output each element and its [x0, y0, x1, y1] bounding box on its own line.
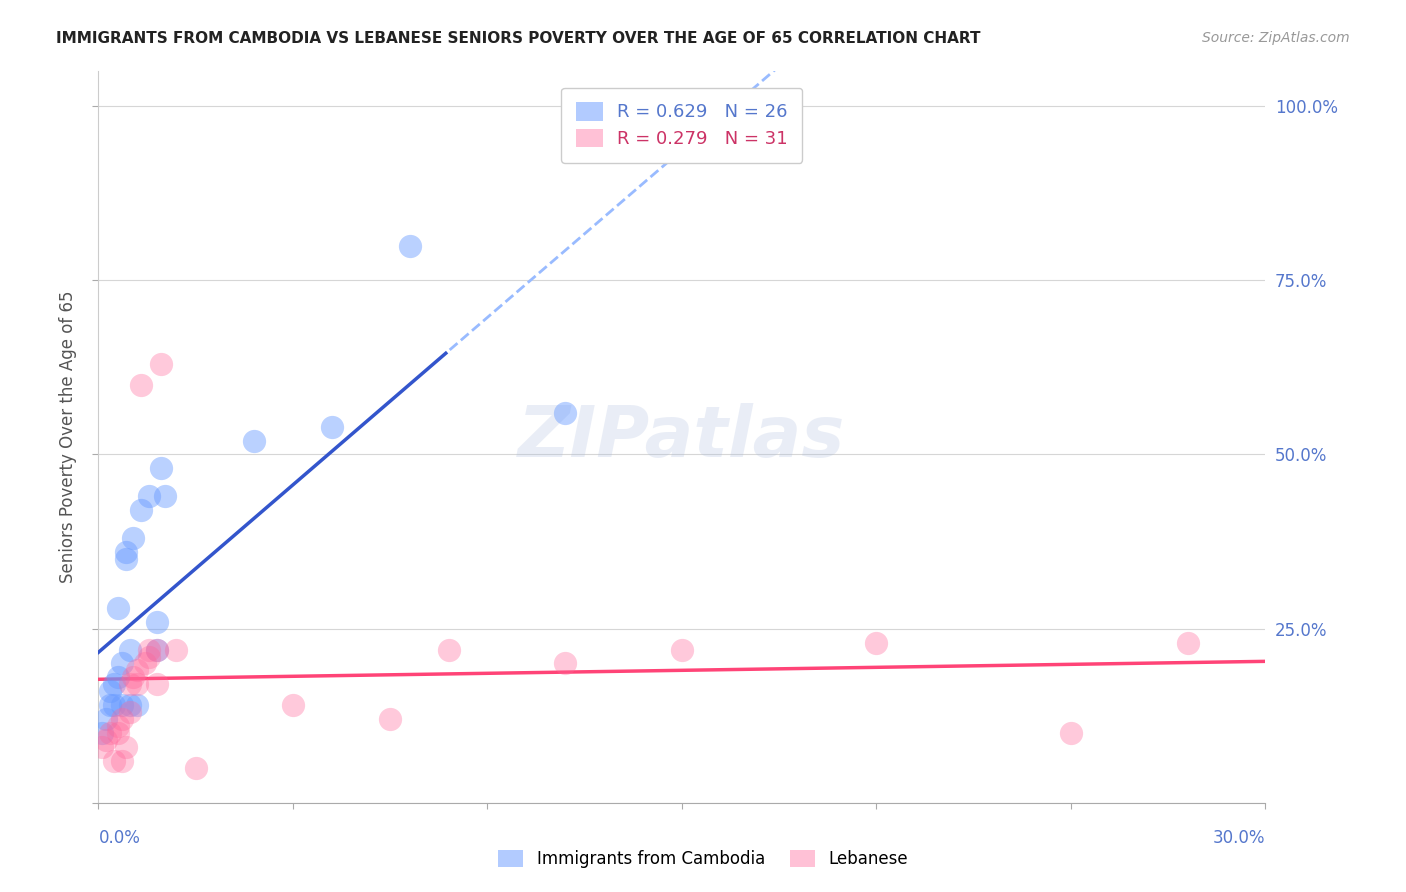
Point [398, 238, 420, 252]
Legend: R = 0.629   N = 26, R = 0.279   N = 31: R = 0.629 N = 26, R = 0.279 N = 31 [561, 87, 803, 162]
Point [118, 677, 141, 691]
Point [107, 600, 129, 615]
Point [98, 684, 121, 698]
Point [129, 377, 152, 392]
Point [671, 642, 693, 657]
Point [111, 698, 134, 713]
Point [107, 726, 129, 740]
Point [129, 503, 152, 517]
Point [118, 642, 141, 657]
Point [122, 670, 145, 684]
Point [98, 698, 121, 713]
Point [127, 698, 149, 713]
Point [103, 698, 125, 713]
Point [91, 726, 114, 740]
Point [138, 642, 160, 657]
Point [138, 649, 160, 664]
Point [281, 698, 304, 713]
Point [91, 740, 114, 755]
Point [146, 677, 169, 691]
Point [149, 461, 172, 475]
Point [111, 657, 134, 671]
Point [146, 642, 169, 657]
Y-axis label: Seniors Poverty Over the Age of 65: Seniors Poverty Over the Age of 65 [59, 291, 77, 583]
Point [98, 726, 121, 740]
Point [118, 698, 141, 713]
Point [103, 754, 125, 768]
Point [184, 761, 207, 775]
Point [114, 552, 136, 566]
Point [134, 657, 156, 671]
Point [118, 705, 141, 719]
Legend: Immigrants from Cambodia, Lebanese: Immigrants from Cambodia, Lebanese [492, 843, 914, 875]
Text: Source: ZipAtlas.com: Source: ZipAtlas.com [1202, 31, 1350, 45]
Point [437, 642, 460, 657]
Point [111, 712, 134, 726]
Point [321, 419, 343, 434]
Text: ZIPatlas: ZIPatlas [519, 402, 845, 472]
Text: 0.0%: 0.0% [98, 829, 141, 847]
Point [165, 642, 187, 657]
Point [146, 642, 169, 657]
Point [96, 712, 118, 726]
Point [114, 545, 136, 559]
Point [114, 740, 136, 755]
Point [122, 531, 145, 545]
Text: 30.0%: 30.0% [1213, 829, 1265, 847]
Point [96, 733, 118, 747]
Point [865, 635, 887, 649]
Point [146, 615, 169, 629]
Point [378, 712, 402, 726]
Point [111, 754, 134, 768]
Point [138, 489, 160, 503]
Point [107, 670, 129, 684]
Point [149, 357, 172, 371]
Point [103, 677, 125, 691]
Point [1060, 726, 1083, 740]
Point [127, 677, 149, 691]
Point [1177, 635, 1199, 649]
Point [127, 664, 149, 678]
Point [243, 434, 266, 448]
Point [554, 406, 576, 420]
Point [107, 719, 129, 733]
Text: IMMIGRANTS FROM CAMBODIA VS LEBANESE SENIORS POVERTY OVER THE AGE OF 65 CORRELAT: IMMIGRANTS FROM CAMBODIA VS LEBANESE SEN… [56, 31, 981, 46]
Point [554, 657, 576, 671]
Point [153, 489, 176, 503]
